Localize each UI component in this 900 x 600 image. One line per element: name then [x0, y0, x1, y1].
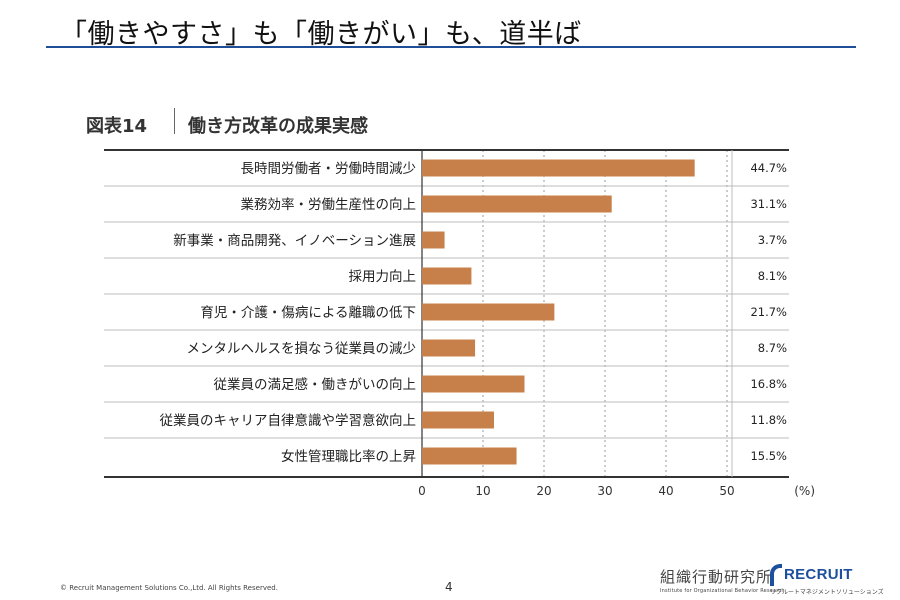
category-label: 業務効率・労働生産性の向上 — [241, 196, 417, 213]
bar — [422, 231, 445, 249]
x-unit-label: (%) — [794, 484, 815, 498]
category-label: 長時間労働者・労働時間減少 — [241, 160, 417, 177]
bar — [422, 159, 695, 177]
x-tick-label: 40 — [658, 484, 673, 498]
institute-subtitle: Institute for Organizational Behavior Re… — [660, 588, 785, 594]
category-label: 女性管理職比率の上昇 — [281, 448, 416, 465]
bar — [422, 411, 494, 429]
recruit-subtitle: リクルートマネジメントソリューションズ — [770, 589, 884, 596]
value-label: 8.7% — [758, 341, 787, 355]
category-label: 従業員のキャリア自律意識や学習意欲向上 — [160, 412, 417, 429]
value-label: 44.7% — [750, 161, 787, 175]
bar — [422, 195, 612, 213]
recruit-wordmark: RECRUIT — [784, 566, 853, 583]
value-label: 16.8% — [750, 377, 787, 391]
category-label: 従業員の満足感・働きがいの向上 — [214, 376, 417, 393]
figure-separator — [174, 108, 175, 134]
x-tick-label: 30 — [597, 484, 612, 498]
x-tick-label: 0 — [418, 484, 426, 498]
institute-logo: 組織行動研究所 Institute for Organizational Beh… — [660, 566, 785, 594]
category-label: メンタルヘルスを損なう従業員の減少 — [187, 340, 417, 357]
x-tick-label: 50 — [719, 484, 734, 498]
institute-name: 組織行動研究所 — [660, 568, 773, 586]
figure-title: 働き方改革の成果実感 — [188, 116, 368, 137]
value-label: 15.5% — [750, 449, 787, 463]
x-tick-label: 10 — [475, 484, 490, 498]
bar — [422, 375, 525, 393]
value-label: 8.1% — [758, 269, 787, 283]
bar — [422, 303, 555, 321]
value-label: 21.7% — [750, 305, 787, 319]
bar — [422, 339, 476, 357]
bar — [422, 447, 517, 465]
slide-title: 「働きやすさ」も「働きがい」も、道半ば — [60, 19, 582, 50]
value-label: 31.1% — [750, 197, 787, 211]
value-label: 3.7% — [758, 233, 787, 247]
category-label: 採用力向上 — [349, 269, 417, 285]
recruit-mark-icon — [770, 564, 782, 586]
category-label: 育児・介護・傷病による離職の低下 — [200, 305, 416, 321]
copyright-text: © Recruit Management Solutions Co.,Ltd. … — [60, 584, 278, 592]
x-tick-label: 20 — [536, 484, 551, 498]
category-label: 新事業・商品開発、イノベーション進展 — [173, 233, 416, 249]
bar — [422, 267, 472, 285]
title-rule — [46, 46, 856, 48]
value-label: 11.8% — [750, 413, 787, 427]
page-number: 4 — [445, 580, 453, 594]
figure-label: 図表14 — [86, 116, 148, 137]
